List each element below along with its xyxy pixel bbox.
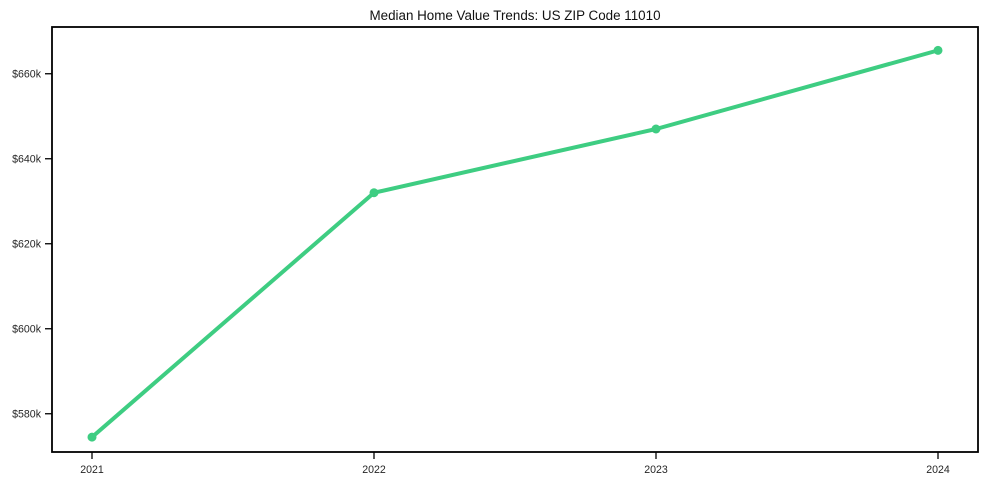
y-tick-label: $580k — [12, 409, 42, 421]
y-tick-label: $620k — [12, 239, 42, 251]
data-point-marker — [369, 188, 379, 198]
trend-line — [90, 48, 940, 440]
y-tick-label: $660k — [12, 69, 42, 81]
y-tick-label: $600k — [12, 324, 42, 336]
y-tick-label: $640k — [12, 154, 42, 166]
chart-title: Median Home Value Trends: US ZIP Code 11… — [369, 8, 661, 23]
x-tick-label: 2022 — [362, 464, 386, 476]
x-tick-label: 2024 — [926, 464, 950, 476]
x-tick-label: 2021 — [80, 464, 104, 476]
data-point-marker — [87, 432, 97, 442]
data-point-marker — [933, 45, 943, 55]
plot-frame — [51, 26, 979, 453]
data-point-marker — [651, 124, 661, 134]
x-tick-label: 2023 — [644, 464, 668, 476]
